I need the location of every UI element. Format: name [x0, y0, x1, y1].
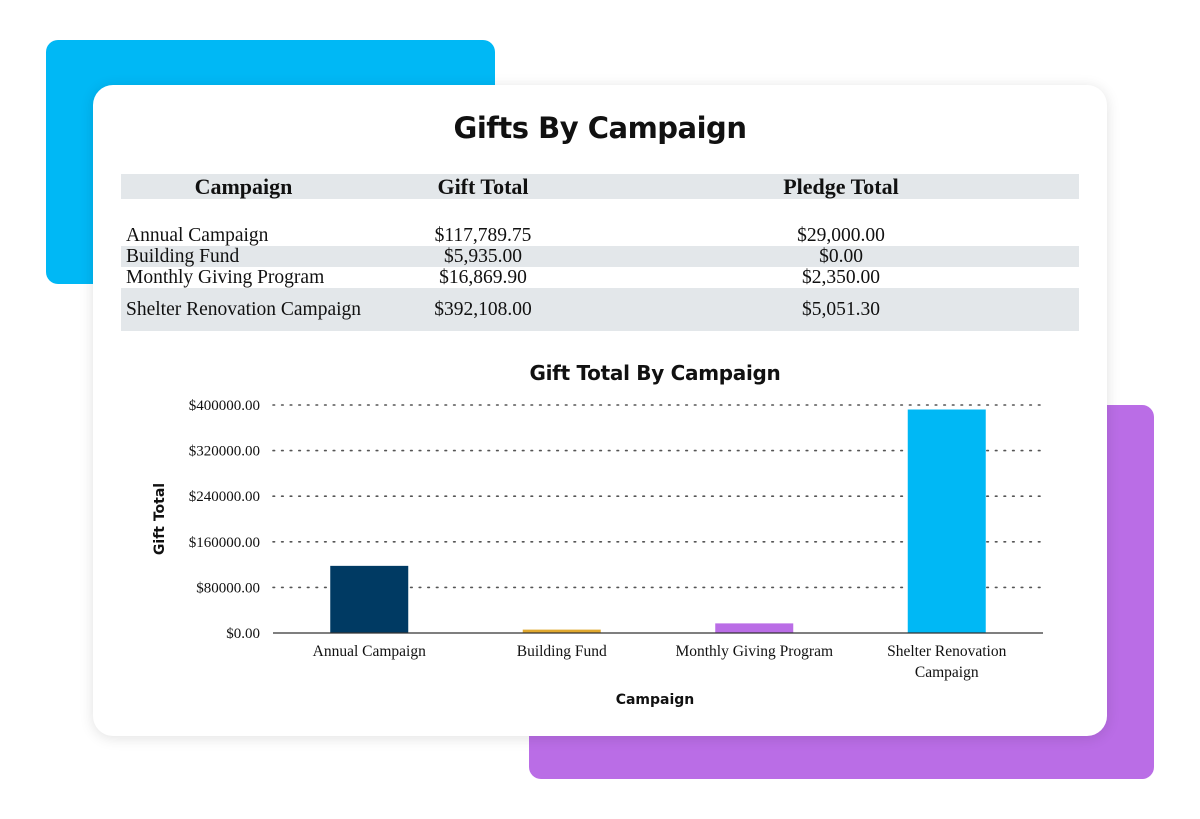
table-row: Monthly Giving Program $16,869.90 $2,350…	[121, 267, 1079, 288]
y-tick-label: $80000.00	[196, 580, 260, 596]
x-tick-label: Annual Campaign	[313, 643, 426, 660]
bars	[330, 409, 986, 633]
cell-campaign: Monthly Giving Program	[126, 266, 325, 288]
bar	[522, 629, 601, 633]
cell-gift-total: $16,869.90	[439, 266, 527, 288]
y-tick-label: $400000.00	[189, 398, 260, 414]
y-tick-label: $160000.00	[189, 535, 260, 551]
cell-pledge-total: $29,000.00	[797, 224, 885, 246]
bar	[715, 623, 794, 633]
y-tick-label: $320000.00	[189, 444, 260, 460]
report-title: Gifts By Campaign	[453, 111, 747, 145]
x-tick-label: Building Fund	[517, 643, 607, 660]
cell-gift-total: $392,108.00	[434, 298, 532, 320]
cell-pledge-total: $0.00	[819, 245, 863, 267]
cell-campaign: Shelter Renovation Campaign	[126, 298, 362, 320]
column-header-gift-total: Gift Total	[437, 174, 529, 199]
chart-title: Gift Total By Campaign	[529, 361, 781, 385]
table-row: Shelter Renovation Campaign $392,108.00 …	[121, 288, 1079, 331]
cell-pledge-total: $5,051.30	[802, 298, 880, 320]
bar	[330, 565, 409, 633]
y-axis-label: Gift Total	[152, 483, 168, 555]
report-card: Gifts By Campaign Campaign Gift Total Pl…	[93, 85, 1107, 736]
column-header-pledge-total: Pledge Total	[783, 174, 899, 199]
table-body: Annual Campaign $117,789.75 $29,000.00 B…	[121, 225, 1079, 331]
cell-pledge-total: $2,350.00	[802, 266, 880, 288]
table-header: Campaign Gift Total Pledge Total	[121, 174, 1079, 199]
campaign-table: Campaign Gift Total Pledge Total Annual …	[121, 174, 1079, 331]
cell-campaign: Annual Campaign	[126, 224, 269, 246]
x-axis-label: Campaign	[616, 692, 695, 708]
cell-campaign: Building Fund	[126, 245, 240, 267]
x-tick-label: Monthly Giving Program	[675, 643, 833, 660]
y-tick-label: $0.00	[226, 626, 260, 642]
x-tick-label: Shelter Renovation Campaign	[887, 643, 1006, 681]
x-tick-labels: Annual Campaign Building Fund Monthly Givi…	[313, 643, 1007, 681]
column-header-campaign: Campaign	[194, 174, 293, 199]
table-row: Annual Campaign $117,789.75 $29,000.00	[121, 225, 1079, 246]
y-tick-label: $240000.00	[189, 489, 260, 505]
y-tick-labels: $0.00 $80000.00 $160000.00 $240000.00 $32000…	[189, 398, 260, 642]
cell-gift-total: $117,789.75	[434, 224, 532, 246]
table-row: Building Fund $5,935.00 $0.00	[121, 246, 1079, 267]
cell-gift-total: $5,935.00	[444, 245, 522, 267]
bar-chart: $0.00 $80000.00 $160000.00 $240000.00 $32000…	[152, 398, 1044, 708]
bar	[907, 409, 986, 633]
